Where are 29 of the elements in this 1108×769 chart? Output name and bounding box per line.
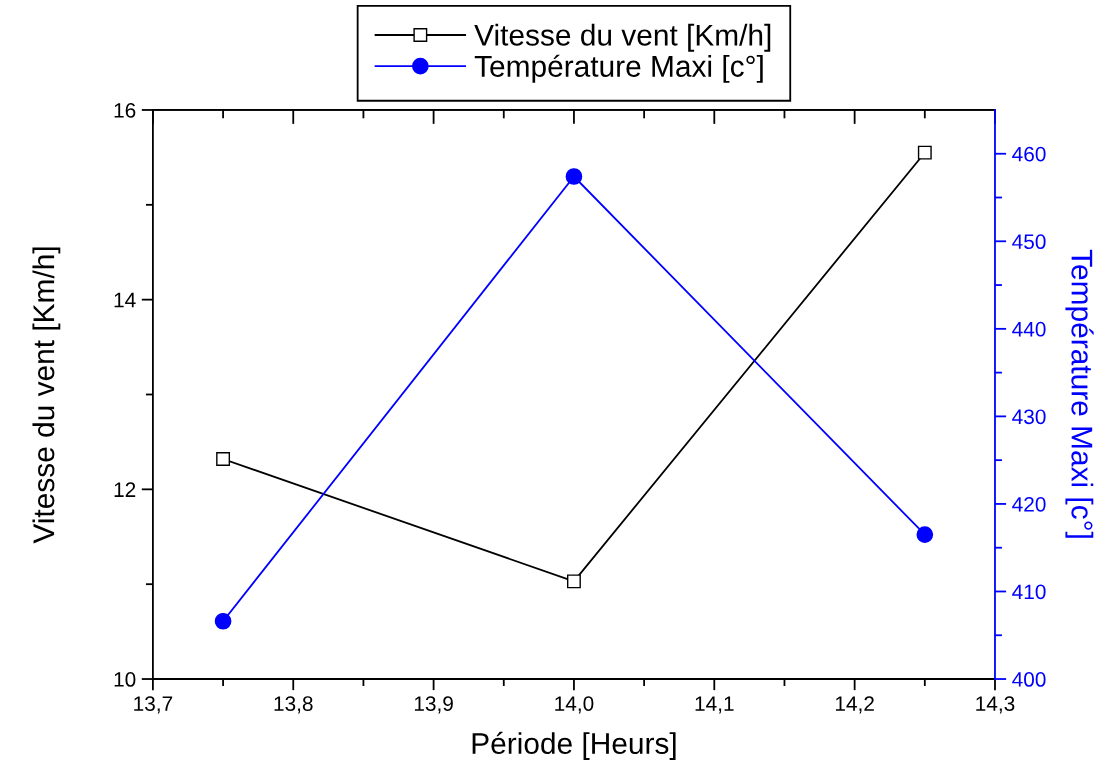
x-tick-label: 13,8 xyxy=(274,696,313,714)
point xyxy=(916,526,934,543)
y2-tick-label: 460 xyxy=(1012,146,1046,162)
legend-label: Température Maxi [c°] xyxy=(474,54,763,83)
x-axis-title: Période [Heurs] xyxy=(472,731,676,760)
y2-tick-label: 440 xyxy=(1012,321,1046,337)
x-tick-label: 13,9 xyxy=(414,696,453,714)
x-tick-label: 14,2 xyxy=(835,696,874,714)
y2-tick-label: 430 xyxy=(1012,409,1046,425)
y2-tick-label: 450 xyxy=(1012,234,1046,250)
x-tick-label: 14,3 xyxy=(976,696,1015,714)
y-tick-label: 16 xyxy=(114,102,136,118)
y2-tick-label: 410 xyxy=(1012,584,1046,600)
point xyxy=(214,612,232,630)
y2-tick-label: 420 xyxy=(1012,496,1046,512)
y2-tick-label: 400 xyxy=(1012,672,1046,687)
y-tick-label: 14 xyxy=(114,292,136,308)
y2-axis-title: Température Maxi [c°] xyxy=(1065,249,1094,538)
point xyxy=(565,168,583,185)
x-tick-label: 14,0 xyxy=(555,696,594,714)
y-tick-label: 10 xyxy=(114,672,136,687)
x-tick-label: 13,7 xyxy=(134,696,173,714)
legend-label: Vitesse du vent [Km/h] xyxy=(474,23,771,52)
x-tick-label: 14,1 xyxy=(695,696,734,714)
point xyxy=(917,145,932,160)
point xyxy=(566,574,581,589)
y-tick-label: 12 xyxy=(114,482,136,497)
y-axis-title: Vitesse du vent [Km/h] xyxy=(32,247,61,544)
point xyxy=(216,452,231,466)
